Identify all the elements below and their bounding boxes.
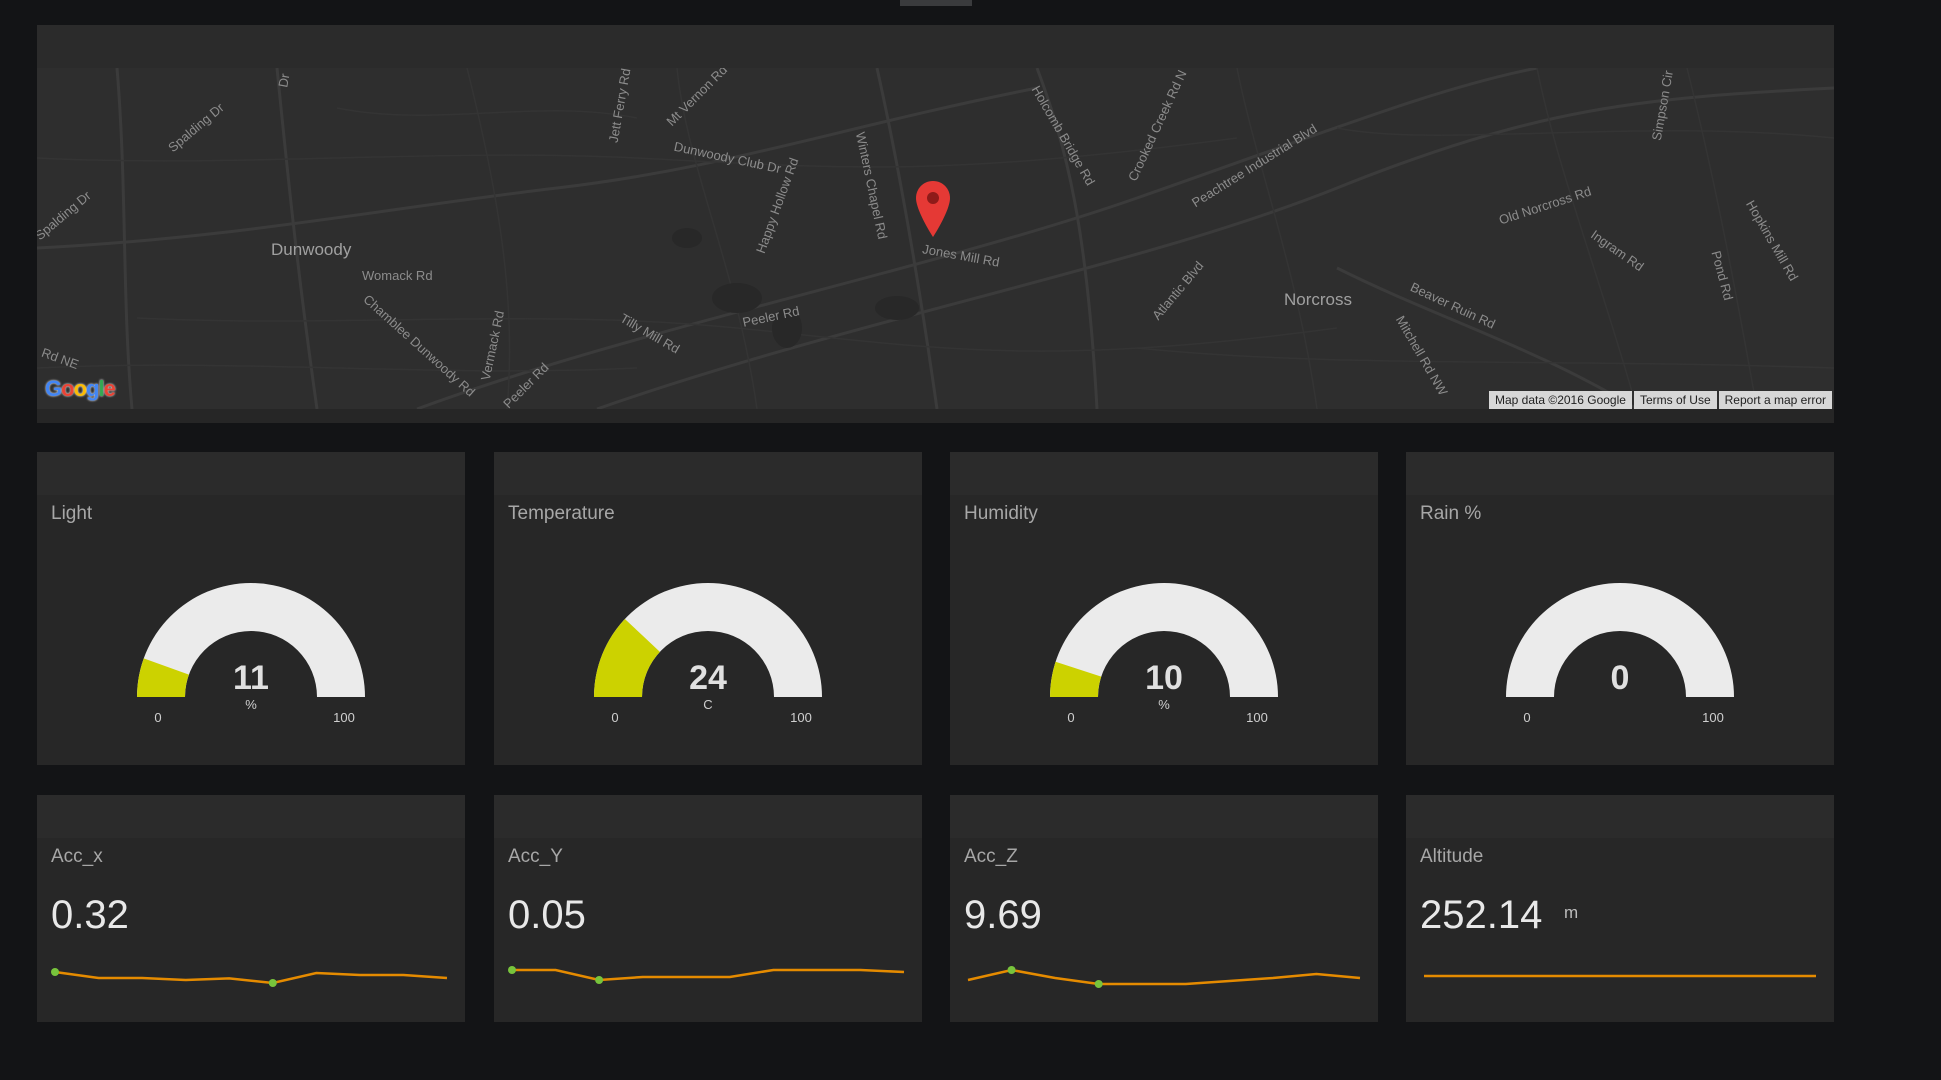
card-header [950, 452, 1378, 495]
gauge-card-temperature: Temperature 24 C 0 100 [494, 452, 922, 765]
gauge-max-label: 100 [790, 710, 812, 725]
sparkline-path [512, 968, 905, 982]
top-tab-indicator[interactable] [900, 0, 972, 6]
card-header [1406, 452, 1834, 495]
gauge-rain: 0 0 100 [1506, 583, 1734, 725]
map-data-text: Map data ©2016 Google [1489, 391, 1632, 409]
gauge-card-rain: Rain % 0 0 100 [1406, 452, 1834, 765]
map-roads [37, 68, 1834, 409]
gauge-value: 11 [233, 659, 269, 697]
gauge-value: 0 [1611, 659, 1630, 697]
google-logo[interactable]: Google [45, 376, 116, 401]
gauge-min-label: 0 [611, 710, 618, 725]
gauge-min-label: 0 [1067, 710, 1074, 725]
gauge-value: 10 [1145, 659, 1183, 697]
card-header [37, 795, 465, 838]
card-title: Humidity [964, 503, 1038, 524]
metric-value: 0.32 [51, 893, 129, 937]
gauge-fill [1050, 661, 1102, 697]
map-panel-header [37, 25, 1834, 68]
gauge-fill [137, 658, 189, 697]
card-title: Altitude [1420, 846, 1484, 867]
sparkline-path [967, 968, 1361, 986]
map-attribution: Map data ©2016 Google Terms of Use Repor… [1487, 391, 1832, 409]
gauge-card-light: Light 11% 0 100 [37, 452, 465, 765]
sparkline-marker [595, 976, 604, 984]
card-header [1406, 795, 1834, 838]
metric-card-altitude: Altitude 252.14 m [1406, 795, 1834, 1022]
gauge-max-label: 100 [1246, 710, 1268, 725]
card-header [494, 452, 922, 495]
gauge-max-label: 100 [1702, 710, 1724, 725]
sparkline-marker [51, 968, 59, 976]
metric-card-acc-z: Acc_Z 9.69 [950, 795, 1378, 1022]
card-title: Rain % [1420, 503, 1482, 524]
gauge-track [594, 583, 822, 697]
metric-unit: m [1564, 903, 1579, 922]
gauge-track [1506, 583, 1734, 697]
metric-value: 0.05 [508, 893, 586, 937]
terms-of-use-link[interactable]: Terms of Use [1633, 391, 1717, 409]
report-map-error-link[interactable]: Report a map error [1718, 391, 1832, 409]
map-label-womack: Womack Rd [362, 268, 433, 283]
metric-card-acc-x: Acc_x 0.32 [37, 795, 465, 1022]
gauge-unit: % [1158, 697, 1170, 712]
card-header [950, 795, 1378, 838]
card-header [37, 452, 465, 495]
card-title: Light [51, 503, 93, 524]
sparkline-acc-x [51, 968, 448, 987]
map-label-dr: Dr [275, 72, 293, 89]
gauge-min-label: 0 [154, 710, 161, 725]
sparkline-path [54, 970, 448, 985]
gauge-fill [594, 618, 660, 697]
map-label-dunwoody: Dunwoody [271, 240, 352, 259]
map-marker-icon[interactable] [916, 181, 950, 237]
card-title: Acc_Y [508, 846, 563, 867]
sparkline-marker [268, 979, 277, 987]
map-panel: Dunwoody Norcross Womack Rd Dunwoody Clu… [37, 25, 1834, 423]
card-title: Acc_Z [964, 846, 1018, 867]
gauge-temperature: 24C 0 100 [594, 583, 822, 725]
metric-card-acc-y: Acc_Y 0.05 [494, 795, 922, 1022]
gauge-card-humidity: Humidity 10% 0 100 [950, 452, 1378, 765]
sparkline-acc-y [508, 966, 905, 984]
gauge-max-label: 100 [333, 710, 355, 725]
sparkline-marker [1007, 966, 1016, 974]
card-title: Acc_x [51, 846, 103, 867]
gauge-light: 11% 0 100 [137, 583, 365, 725]
card-header [494, 795, 922, 838]
gauge-track [137, 583, 365, 697]
gauge-min-label: 0 [1523, 710, 1530, 725]
metric-value: 252.14 [1420, 893, 1543, 937]
metric-value: 9.69 [964, 893, 1042, 937]
gauge-track [1050, 583, 1278, 697]
map-view[interactable]: Dunwoody Norcross Womack Rd Dunwoody Clu… [37, 68, 1834, 409]
sparkline-acc-z [967, 966, 1361, 988]
map-label-norcross: Norcross [1284, 290, 1353, 309]
gauge-humidity: 10% 0 100 [1050, 583, 1278, 725]
card-title: Temperature [508, 503, 615, 524]
sparkline-marker [508, 966, 516, 974]
sparkline-marker [1094, 980, 1103, 988]
sparkline-altitude [1424, 974, 1816, 978]
gauge-unit: C [703, 697, 712, 712]
gauge-value: 24 [689, 659, 727, 697]
gauge-unit: % [245, 697, 257, 712]
